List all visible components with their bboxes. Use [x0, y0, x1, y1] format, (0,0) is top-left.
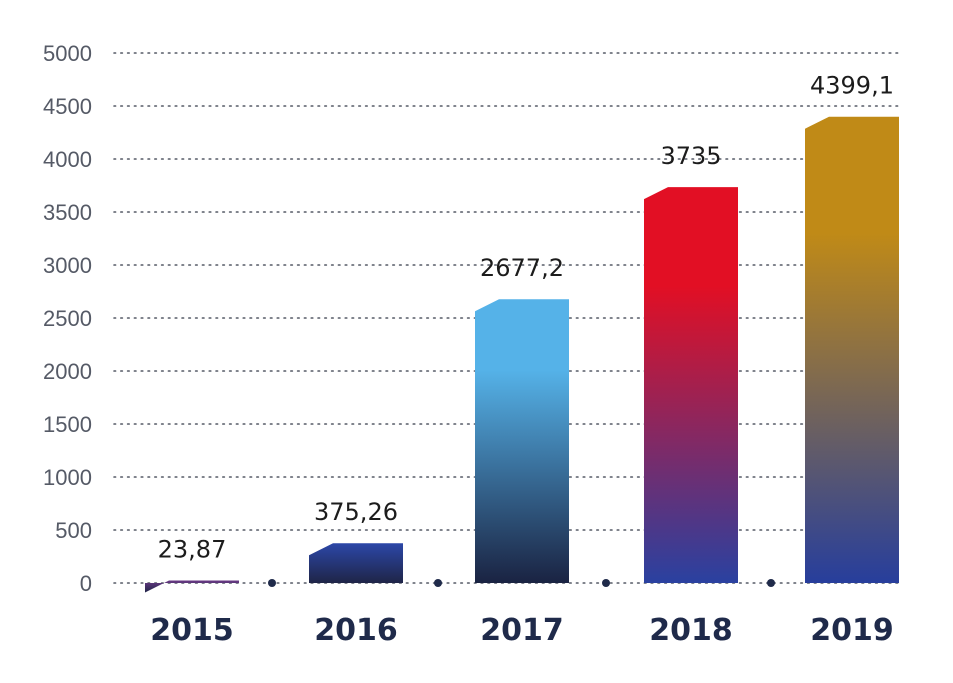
y-axis-ticks: 0 500 1000 1500 2000 2500 3000 3500 4000 4500 5000 — [43, 41, 92, 596]
bar-2017 — [475, 299, 569, 583]
x-tick-label-2018: 2018 — [649, 613, 733, 648]
x-tick-label-2015: 2015 — [150, 613, 234, 648]
x-axis-categories: 2015 2016 2017 2018 2019 — [150, 613, 894, 648]
bars — [145, 116, 899, 593]
separator-dot — [434, 579, 442, 587]
y-tick-label: 3500 — [43, 200, 92, 225]
x-tick-label-2017: 2017 — [480, 613, 564, 648]
data-label-2018: 3735 — [660, 142, 721, 170]
separator-dot — [602, 579, 610, 587]
data-label-2017: 2677,2 — [480, 254, 564, 282]
y-tick-label: 4000 — [43, 147, 92, 172]
bar-2019 — [805, 116, 899, 583]
data-label-2016: 375,26 — [314, 498, 398, 526]
y-tick-label: 3000 — [43, 253, 92, 278]
separator-dots — [268, 579, 775, 587]
y-tick-label: 4500 — [43, 94, 92, 119]
y-tick-label: 500 — [55, 518, 92, 543]
y-tick-label: 5000 — [43, 41, 92, 66]
x-tick-label-2019: 2019 — [810, 613, 894, 648]
bar-2016 — [309, 543, 403, 583]
y-tick-label: 1000 — [43, 465, 92, 490]
y-tick-label: 0 — [80, 571, 92, 596]
y-tick-label: 2000 — [43, 359, 92, 384]
separator-dot — [268, 579, 276, 587]
gridlines — [113, 52, 901, 584]
bar-2015 — [145, 580, 239, 593]
x-tick-label-2016: 2016 — [314, 613, 398, 648]
bar-2018 — [644, 187, 738, 583]
y-tick-label: 2500 — [43, 306, 92, 331]
y-tick-label: 1500 — [43, 412, 92, 437]
data-label-2019: 4399,1 — [810, 72, 894, 100]
data-label-2015: 23,87 — [158, 535, 227, 563]
separator-dot — [767, 579, 775, 587]
data-labels: 23,87 375,26 2677,2 3735 4399,1 — [158, 72, 894, 564]
